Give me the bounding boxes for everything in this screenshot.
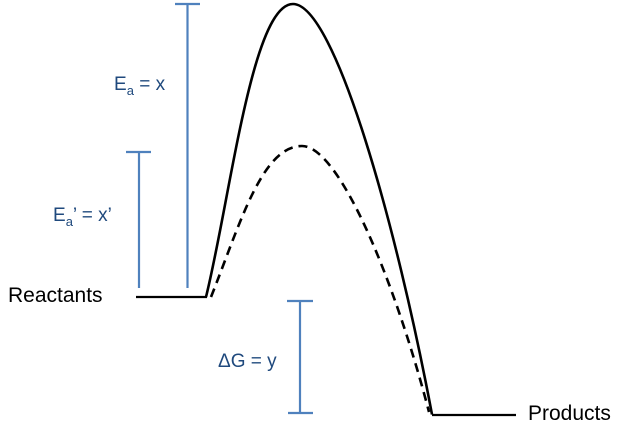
ea-subscript: a xyxy=(126,83,134,98)
delta-g-annotation: ΔG = y xyxy=(218,351,277,372)
catalyzed-energy-curve xyxy=(209,144,431,413)
uncatalyzed-energy-curve xyxy=(204,2,434,415)
ea-prime-bracket xyxy=(126,150,151,288)
ea-prime-symbol: E xyxy=(53,205,66,226)
ea-value: = x xyxy=(133,74,166,95)
activation-energy-annotation: Ea = x xyxy=(114,74,166,98)
reactants-label: Reactants xyxy=(8,284,103,307)
ea-symbol: E xyxy=(114,74,127,95)
catalyzed-activation-energy-annotation: Ea’ = x’ xyxy=(53,205,112,229)
delta-g-bracket xyxy=(287,299,313,415)
ea-prime-value: ’ = x’ xyxy=(72,205,112,226)
products-label: Products xyxy=(528,402,611,425)
ea-prime-subscript: a xyxy=(65,214,73,229)
ea-bracket xyxy=(175,2,200,288)
